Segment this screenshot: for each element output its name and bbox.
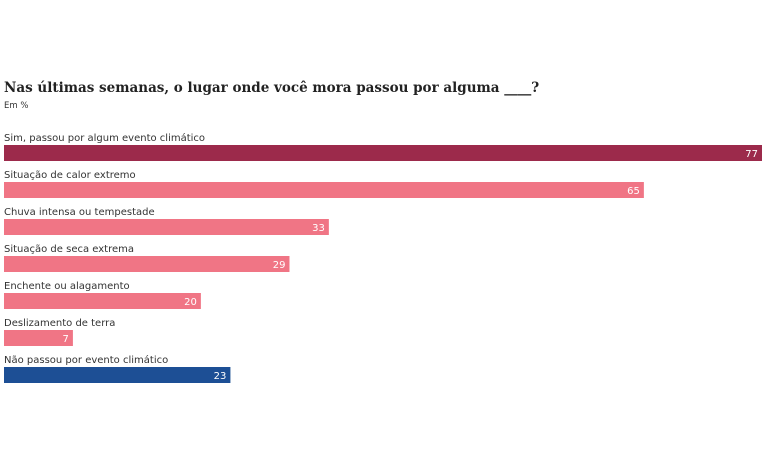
bar [4, 367, 231, 383]
bar [4, 145, 762, 161]
bar [4, 256, 290, 272]
bar [4, 293, 201, 309]
bar [4, 330, 73, 346]
value-label: 7 [63, 334, 69, 345]
value-label: 23 [214, 371, 227, 382]
chart-subtitle: Em % [4, 101, 28, 111]
category-label: Chuva intensa ou tempestade [4, 207, 155, 218]
category-label: Deslizamento de terra [4, 318, 115, 329]
value-label: 77 [745, 149, 758, 160]
value-label: 33 [312, 223, 325, 234]
category-label: Situação de seca extrema [4, 244, 134, 255]
value-label: 65 [627, 186, 640, 197]
category-label: Situação de calor extremo [4, 170, 136, 181]
category-label: Não passou por evento climático [4, 354, 168, 366]
value-label: 20 [184, 297, 197, 308]
category-label: Enchente ou alagamento [4, 281, 130, 292]
category-label: Sim, passou por algum evento climático [4, 132, 205, 144]
chart-title: Nas últimas semanas, o lugar onde você m… [4, 80, 539, 96]
bar [4, 182, 644, 198]
bar [4, 219, 329, 235]
value-label: 29 [273, 260, 286, 271]
